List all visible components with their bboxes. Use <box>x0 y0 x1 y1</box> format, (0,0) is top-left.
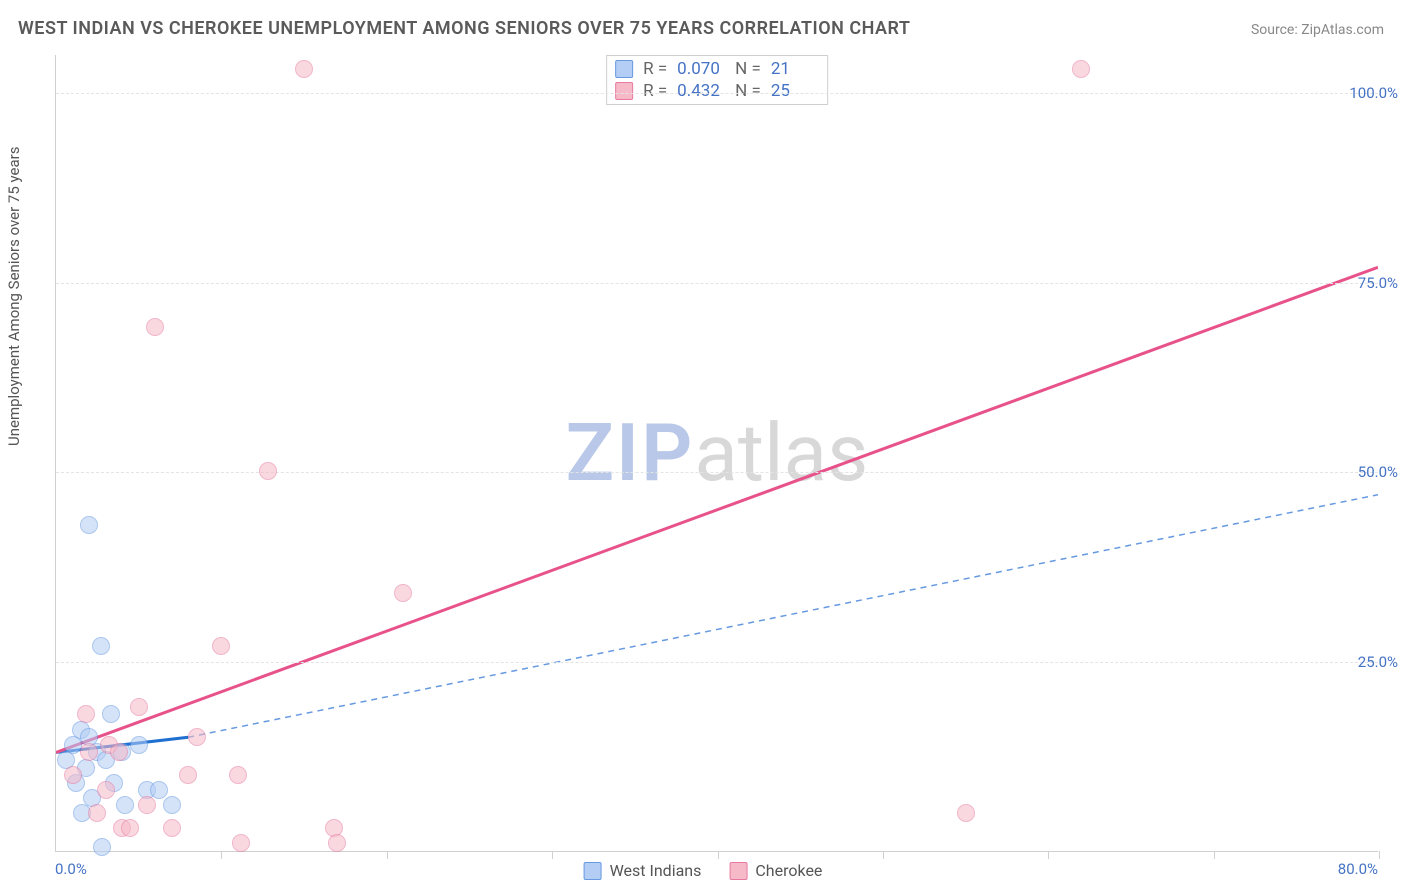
x-tick <box>883 851 884 859</box>
y-tick-label: 100.0% <box>1349 84 1398 102</box>
bottom-legend: West Indians Cherokee <box>584 861 823 880</box>
series-swatch <box>615 60 633 78</box>
x-tick <box>1048 851 1049 859</box>
data-point <box>1072 60 1090 78</box>
watermark-atlas: atlas <box>694 406 868 500</box>
data-point <box>80 743 98 761</box>
data-point <box>394 584 412 602</box>
watermark: ZIPatlas <box>566 406 869 500</box>
legend-item: West Indians <box>584 861 702 880</box>
y-tick-label: 75.0% <box>1358 274 1398 292</box>
legend-label: Cherokee <box>755 861 822 880</box>
stat-n-value: 25 <box>771 81 819 101</box>
data-point <box>150 781 168 799</box>
stat-r-value: 0.432 <box>677 81 725 101</box>
data-point <box>88 804 106 822</box>
data-point <box>93 838 111 856</box>
x-tick <box>718 851 719 859</box>
legend-swatch <box>729 862 747 880</box>
trend-lines-layer <box>56 55 1378 851</box>
data-point <box>64 766 82 784</box>
data-point <box>130 736 148 754</box>
data-point <box>163 819 181 837</box>
data-point <box>80 516 98 534</box>
legend-swatch <box>584 862 602 880</box>
stats-row: R = 0.070 N = 21 <box>615 58 819 80</box>
y-tick-label: 50.0% <box>1358 463 1398 481</box>
series-swatch <box>615 82 633 100</box>
x-axis-min-label: 0.0% <box>55 860 87 878</box>
x-tick <box>221 851 222 859</box>
gridline <box>56 662 1378 663</box>
x-axis-max-label: 80.0% <box>1338 860 1378 878</box>
watermark-zip: ZIP <box>566 406 695 500</box>
data-point <box>295 60 313 78</box>
legend-label: West Indians <box>610 861 702 880</box>
correlation-stats-box: R = 0.070 N = 21 R = 0.432 N = 25 <box>606 55 828 105</box>
stat-n-label: N = <box>735 59 761 79</box>
x-tick <box>387 851 388 859</box>
x-tick <box>1379 851 1380 859</box>
data-point <box>116 796 134 814</box>
stats-row: R = 0.432 N = 25 <box>615 80 819 102</box>
data-point <box>179 766 197 784</box>
data-point <box>232 834 250 852</box>
data-point <box>328 834 346 852</box>
legend-item: Cherokee <box>729 861 822 880</box>
stat-n-value: 21 <box>771 59 819 79</box>
data-point <box>163 796 181 814</box>
stat-r-label: R = <box>643 81 667 101</box>
y-axis-label: Unemployment Among Seniors over 75 years <box>5 147 23 446</box>
data-point <box>121 819 139 837</box>
plot-area: ZIPatlas R = 0.070 N = 21 R = 0.432 N = 25 <box>55 55 1378 852</box>
chart-source: Source: ZipAtlas.com <box>1251 22 1384 38</box>
data-point <box>97 781 115 799</box>
data-point <box>92 637 110 655</box>
chart-title: WEST INDIAN VS CHEROKEE UNEMPLOYMENT AMO… <box>18 18 910 39</box>
data-point <box>229 766 247 784</box>
stat-r-label: R = <box>643 59 667 79</box>
gridline <box>56 93 1378 94</box>
gridline <box>56 472 1378 473</box>
data-point <box>259 462 277 480</box>
data-point <box>110 743 128 761</box>
x-tick <box>1214 851 1215 859</box>
data-point <box>130 698 148 716</box>
data-point <box>146 318 164 336</box>
stat-r-value: 0.070 <box>677 59 725 79</box>
y-tick-label: 25.0% <box>1358 653 1398 671</box>
data-point <box>212 637 230 655</box>
data-point <box>188 728 206 746</box>
data-point <box>77 705 95 723</box>
x-tick <box>552 851 553 859</box>
data-point <box>138 796 156 814</box>
data-point <box>957 804 975 822</box>
stat-n-label: N = <box>735 81 761 101</box>
data-point <box>102 705 120 723</box>
gridline <box>56 283 1378 284</box>
